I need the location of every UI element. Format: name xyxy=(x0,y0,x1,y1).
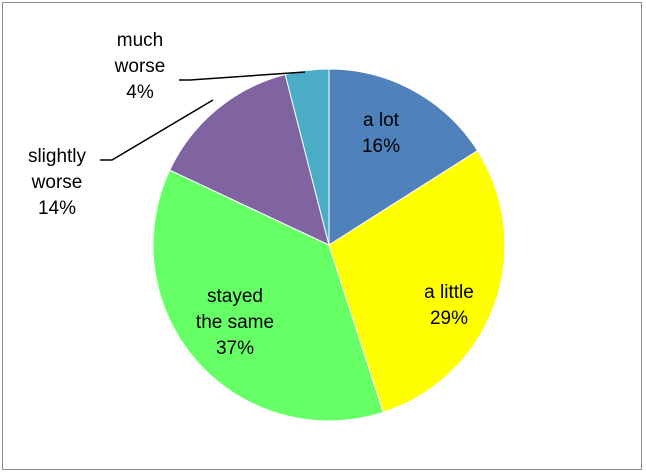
data-label-category: worse xyxy=(31,172,83,193)
pie-slice xyxy=(284,68,330,246)
pie-slice xyxy=(328,149,506,414)
data-label-category: a little xyxy=(424,282,474,303)
leader-line xyxy=(179,71,306,81)
pie-slice xyxy=(152,169,385,422)
data-label-category: much xyxy=(117,30,163,51)
data-label-value: 4% xyxy=(126,82,154,103)
data-label-category: stayed xyxy=(207,286,263,307)
data-label-value: 29% xyxy=(430,308,468,329)
leader-line xyxy=(100,99,214,161)
data-label-category: a lot xyxy=(363,110,400,131)
data-label-category: slightly xyxy=(28,146,87,167)
data-label-category: the same xyxy=(196,312,274,333)
data-label-category: worse xyxy=(114,56,166,77)
data-label-value: 16% xyxy=(362,136,400,157)
pie-slice xyxy=(169,73,330,246)
data-label-value: 14% xyxy=(38,198,76,219)
data-label-value: 37% xyxy=(216,338,254,359)
pie-slice xyxy=(328,68,479,246)
